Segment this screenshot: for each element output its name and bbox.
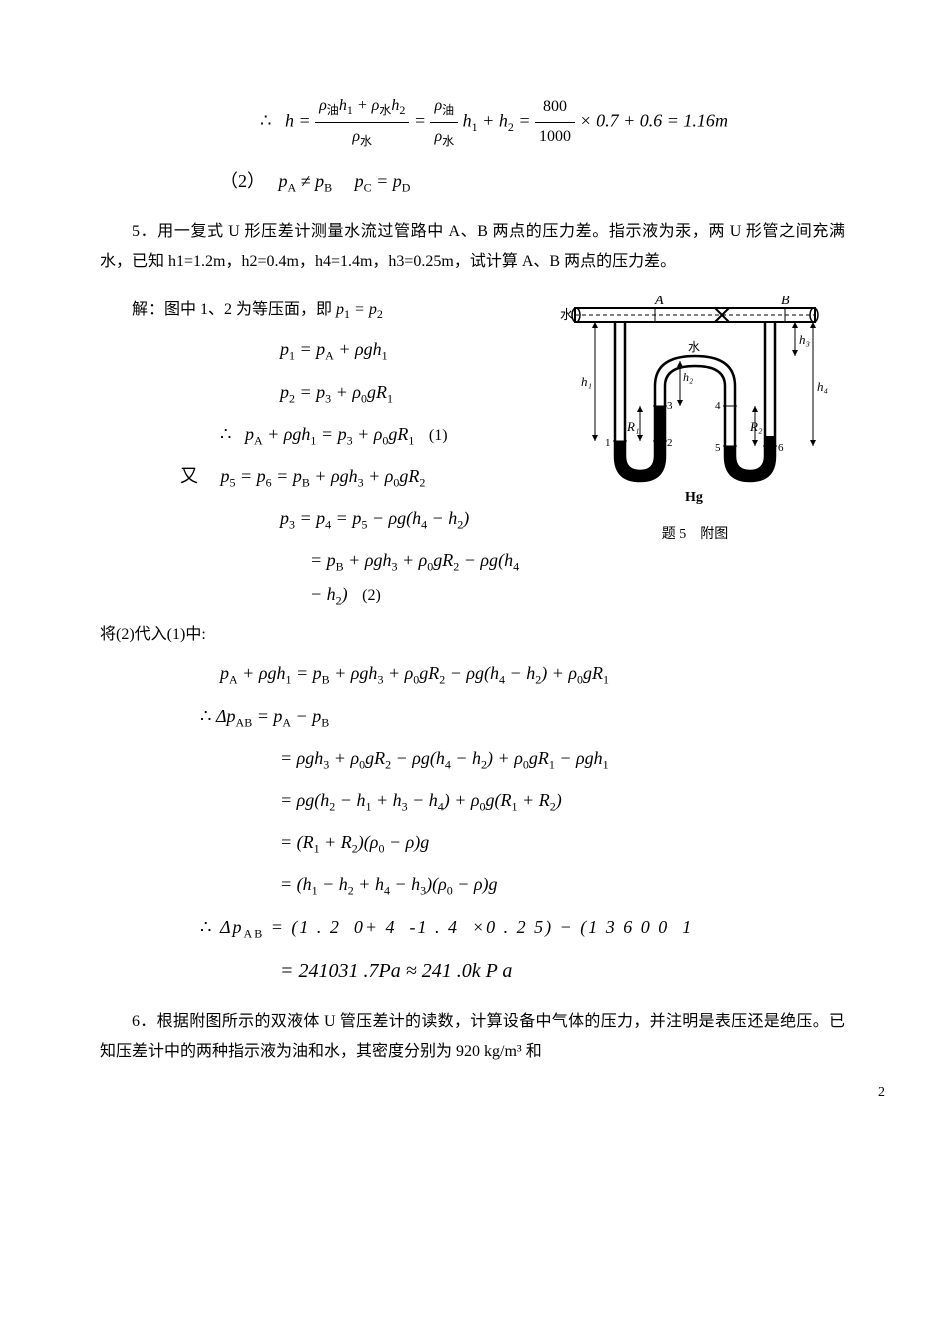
top-equation: ∴ h = ρ油h1 + ρ水h2 ρ水 = ρ油 ρ水 h1 + h2 = 8… — [260, 92, 845, 153]
eq-delta: ∴ ΔpAB = pA − pB — [200, 700, 845, 734]
label-R1: R₁ — [626, 419, 639, 434]
label-Hg: Hg — [685, 490, 703, 505]
label-B: B — [781, 296, 790, 308]
solution5-block: 解：图中 1、2 为等压面，即 p1 = p2 p1 = pA + ρgh1 p… — [100, 296, 845, 621]
eq-p5-row: 又 p5 = p6 = pB + ρgh3 + ρ0gR2 — [180, 460, 525, 494]
label-h3: h₃ — [799, 332, 810, 347]
solution-intro: 解：图中 1、2 为等压面，即 p1 = p2 — [100, 296, 525, 326]
substitute-text: 将(2)代入(1)中: — [100, 621, 845, 650]
eq-p1: p1 = pA + ρgh1 — [280, 333, 525, 367]
label-R2: R₂ — [749, 419, 763, 434]
node-3: 3 — [667, 400, 673, 412]
node-1: 1 — [605, 437, 611, 449]
part2-equation: （2） pA ≠ pB pC = pD — [220, 165, 845, 199]
label-water: 水 — [560, 307, 573, 322]
eq-p2: p2 = p3 + ρ0gR1 — [280, 376, 525, 410]
eq-d4: = (h1 − h2 + h4 − h3)(ρ0 − ρ)g — [280, 868, 845, 902]
utube-diagram: 水 A B 1 2 3 4 5 — [555, 296, 835, 516]
problem5-text: 5．用一复式 U 形压差计测量水流过管路中 A、B 两点的压力差。指示液为汞，两… — [100, 217, 845, 278]
eq-long: pA + ρgh1 = pB + ρgh3 + ρ0gR2 − ρg(h4 − … — [220, 657, 845, 691]
part2-label: （2） — [220, 171, 265, 191]
eq-label-1: (1) — [429, 427, 448, 444]
node-5: 5 — [715, 442, 721, 454]
eq-label-2: (2) — [362, 587, 381, 604]
eq-result: = 241031 .7Pa ≈ 241 .0k P a — [280, 953, 845, 989]
label-water2: 水 — [688, 340, 700, 354]
node-4: 4 — [715, 400, 721, 412]
eq-p3b: = pB + ρgh3 + ρ0gR2 − ρg(h4 − h2) (2) — [310, 544, 525, 612]
node-2: 2 — [667, 437, 673, 449]
eq-combine: ∴ pA + ρgh1 = p3 + ρ0gR1 (1) — [220, 418, 525, 452]
problem6-text: 6．根据附图所示的双液体 U 管压差计的读数，计算设备中气体的压力，并注明是表压… — [100, 1007, 845, 1068]
page-number: 2 — [878, 1080, 885, 1105]
eq-d1: = ρgh3 + ρ0gR2 − ρg(h4 − h2) + ρ0gR1 − ρ… — [280, 742, 845, 776]
label-h4: h₄ — [817, 379, 829, 394]
node-6: 6 — [778, 442, 784, 454]
figure5: 水 A B 1 2 3 4 5 — [545, 296, 845, 547]
label-h1: h₁ — [581, 374, 592, 389]
figure5-caption: 题 5 附图 — [545, 522, 845, 547]
eq-d2: = ρg(h2 − h1 + h3 − h4) + ρ0g(R1 + R2) — [280, 784, 845, 818]
label-h2: h₂ — [683, 370, 693, 384]
eq-d3: = (R1 + R2)(ρ0 − ρ)g — [280, 826, 845, 860]
eq-calc: ∴ ΔpAB = (1 . 2 0+ 4 -1 . 4 ×0 . 2 5) − … — [200, 911, 845, 945]
label-A: A — [654, 296, 664, 308]
eq-p3: p3 = p4 = p5 − ρg(h4 − h2) — [280, 502, 525, 536]
